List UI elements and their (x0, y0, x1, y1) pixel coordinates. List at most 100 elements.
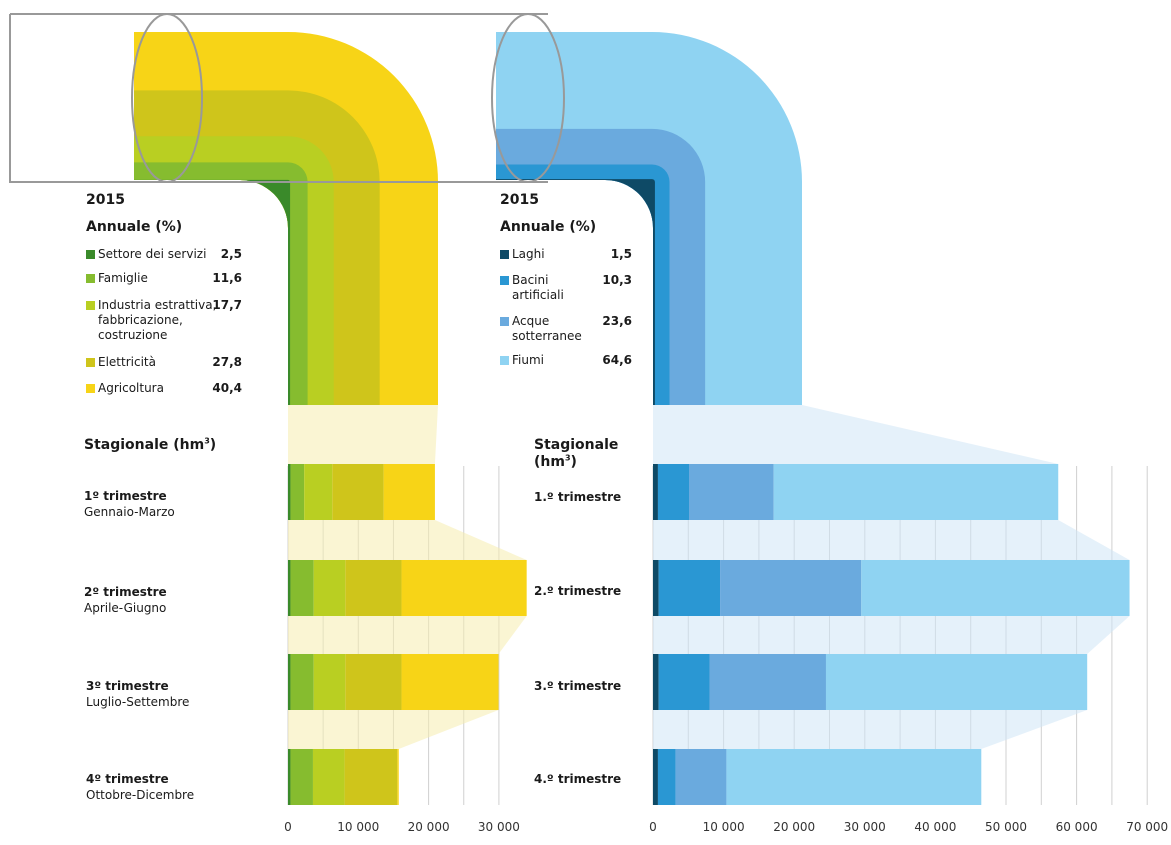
right-legend-label: Acque sotterranee (512, 314, 582, 343)
left-bar-segment (288, 464, 291, 520)
left-bar-segment (290, 749, 313, 805)
right-quarter-title: 2.º trimestre (534, 584, 622, 598)
right-seasonal-unit: (hm3) (534, 453, 577, 470)
left-legend-swatch (86, 274, 95, 283)
left-legend-value: 40,4 (212, 381, 242, 395)
left-quarter-title: 2º trimestre (84, 585, 167, 599)
right-legend-swatch (500, 356, 509, 365)
right-tick-label: 60 000 (1056, 820, 1098, 834)
left-bar-segment (290, 464, 305, 520)
right-annual-title: Annuale (%) (500, 219, 597, 235)
left-bar-segment (332, 464, 384, 520)
right-bar-segment (720, 560, 862, 616)
left-legend-swatch (86, 358, 95, 367)
right-funnel (653, 710, 1088, 749)
right-legend-value: 10,3 (602, 273, 632, 287)
right-seasonal-title: Stagionale (534, 437, 619, 453)
right-legend-swatch (500, 317, 509, 326)
left-quarter-subtitle: Gennaio-Marzo (84, 505, 175, 519)
right-funnel (653, 520, 1130, 560)
right-tick-label: 50 000 (985, 820, 1027, 834)
right-chart-group: 0 10 000 20 000 30 000 40 000 50 000 60 000 70 … (182, 13, 1168, 834)
right-quarter-title: 3.º trimestre (534, 679, 622, 693)
left-quarter-title: 3º trimestre (86, 679, 169, 693)
right-legend-label: Fiumi (512, 353, 544, 367)
right-bar-segment (653, 749, 658, 805)
right-legend-value: 1,5 (610, 247, 632, 261)
right-pipe-band (496, 32, 802, 405)
right-bar-segment (658, 560, 721, 616)
left-bar-segment (313, 654, 346, 710)
left-quarter-title: 1º trimestre (84, 489, 167, 503)
left-tick-label: 10 000 (337, 820, 379, 834)
right-bar-segment (675, 749, 727, 805)
left-bar-segment (290, 654, 314, 710)
left-legend-label: Industria estrattiva, fabbricazione, cos… (98, 298, 217, 342)
right-tick-label: 30 000 (844, 820, 886, 834)
left-funnel (288, 520, 527, 560)
right-x-axis: 0 10 000 20 000 30 000 40 000 50 000 60 000 70 … (649, 820, 1168, 834)
left-tick-label: 30 000 (478, 820, 520, 834)
right-tick-label: 70 000 (1126, 820, 1168, 834)
right-bar-segment (653, 560, 659, 616)
left-pipe-band (134, 162, 308, 405)
left-legend-label: Elettricità (98, 355, 156, 369)
left-bar-segment (345, 654, 402, 710)
left-legend-value: 27,8 (212, 355, 242, 369)
left-bar-segment (345, 560, 402, 616)
left-bar-segment (304, 464, 333, 520)
left-bar-segment (383, 464, 435, 520)
left-bar-segment (401, 654, 499, 710)
left-tick-label: 20 000 (408, 820, 450, 834)
right-bar-segment (653, 464, 658, 520)
right-bar-segment (773, 464, 1059, 520)
left-seasonal-title: Stagionale (hm3) (84, 436, 217, 453)
left-funnel (288, 616, 527, 654)
right-bar-segment (653, 654, 659, 710)
left-bar-segment (288, 749, 291, 805)
right-legend-value: 64,6 (602, 353, 632, 367)
left-legend-swatch (86, 384, 95, 393)
right-tick-label: 0 (649, 820, 657, 834)
right-bar-segment (657, 749, 676, 805)
left-quarter-subtitle: Luglio-Settembre (86, 695, 190, 709)
right-quarter-title: 1.º trimestre (534, 490, 622, 504)
left-x-axis: 0 10 000 20 000 30 000 (284, 820, 520, 834)
left-legend-label: Agricoltura (98, 381, 164, 395)
left-bar-segment (288, 654, 291, 710)
left-annual-title: Annuale (%) (86, 219, 183, 235)
left-bar-segment (288, 560, 291, 616)
left-quarter-subtitle: Ottobre-Dicembre (86, 788, 195, 802)
left-legend-swatch (86, 301, 95, 310)
left-bar-segment (312, 749, 345, 805)
right-legend-label: Bacini artificiali (512, 273, 564, 302)
left-funnel (288, 710, 499, 749)
left-legend-label: Settore dei servizi (98, 247, 207, 261)
left-quarter-subtitle: Aprile-Giugno (84, 601, 167, 615)
right-bar-segment (658, 654, 710, 710)
left-legend-value: 11,6 (212, 271, 242, 285)
left-chart-group: 0 10 000 20 000 30 000 (10, 13, 527, 834)
left-pipe-band (134, 179, 291, 405)
right-tick-label: 10 000 (703, 820, 745, 834)
right-legend-swatch (500, 250, 509, 259)
left-quarter-title: 4º trimestre (86, 772, 169, 786)
right-legend-swatch (500, 276, 509, 285)
left-bar-segment (401, 560, 527, 616)
left-funnel (288, 405, 438, 464)
right-tick-label: 20 000 (773, 820, 815, 834)
right-quarter-title: 4.º trimestre (534, 772, 622, 786)
right-bar-segment (726, 749, 982, 805)
left-year: 2015 (86, 192, 125, 208)
left-bar-segment (290, 560, 314, 616)
right-year: 2015 (500, 192, 539, 208)
right-bar-segment (861, 560, 1130, 616)
right-bar-segment (657, 464, 690, 520)
left-legend-value: 17,7 (212, 298, 242, 312)
left-bar-segment (344, 749, 398, 805)
right-bar-segment (825, 654, 1088, 710)
right-legend-value: 23,6 (602, 314, 632, 328)
left-legend-label: Famiglie (98, 271, 148, 285)
